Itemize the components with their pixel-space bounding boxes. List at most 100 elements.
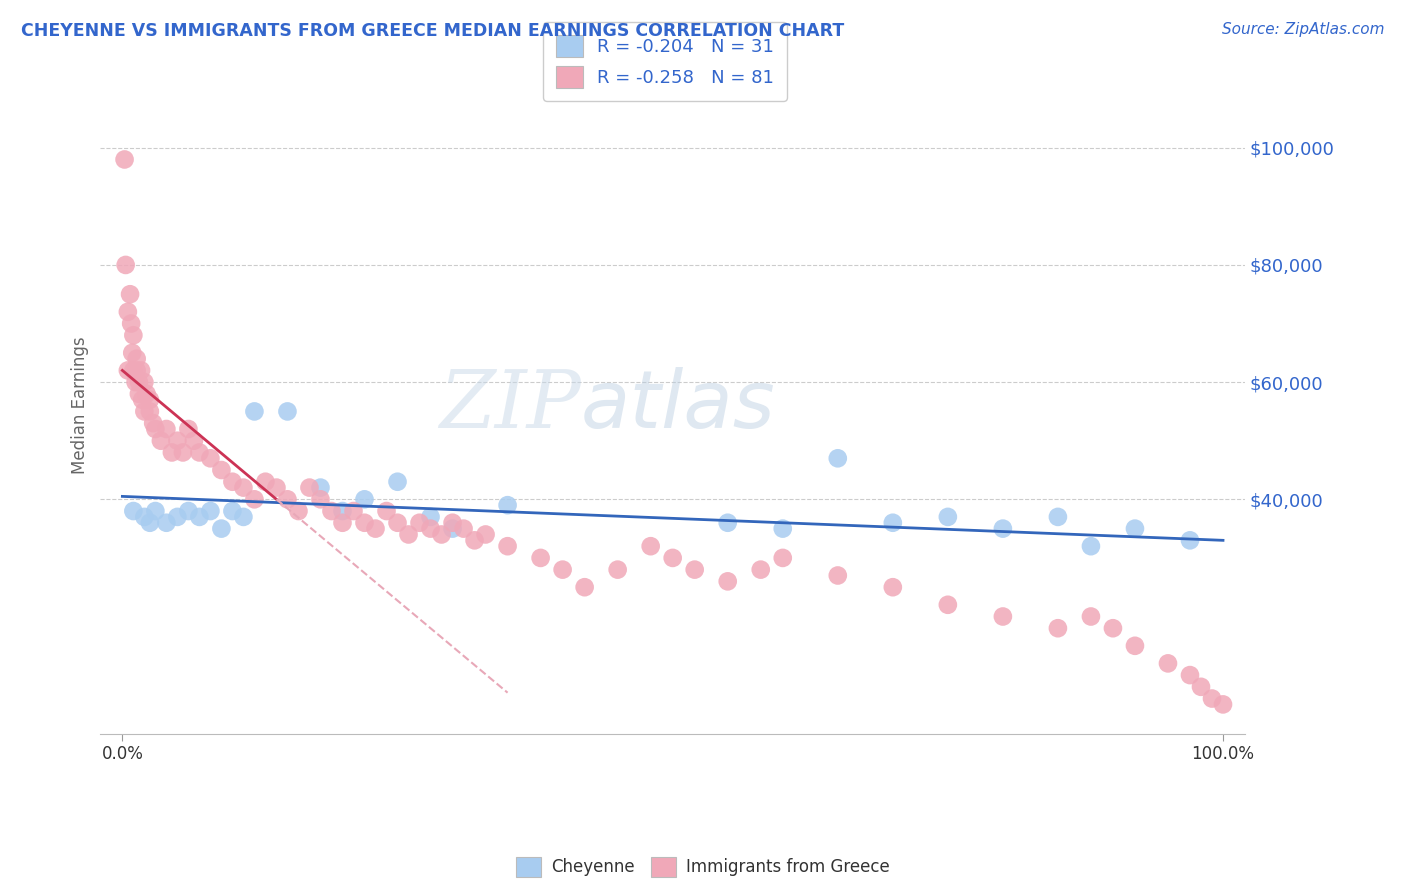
Point: [1046, 509, 1069, 524]
Point: [188, 509, 211, 524]
Point: [188, 445, 211, 459]
Point: [496, 498, 519, 512]
Point: [1157, 657, 1180, 671]
Point: [120, 317, 142, 331]
Point: [221, 504, 243, 518]
Point: [882, 580, 904, 594]
Point: [298, 481, 321, 495]
Point: [243, 492, 266, 507]
Point: [496, 539, 519, 553]
Point: [441, 522, 464, 536]
Point: [155, 422, 177, 436]
Point: [122, 363, 145, 377]
Point: [387, 475, 409, 489]
Point: [398, 527, 420, 541]
Point: [177, 504, 200, 518]
Point: [936, 509, 959, 524]
Point: [149, 434, 172, 448]
Point: [128, 387, 150, 401]
Point: [254, 475, 277, 489]
Point: [276, 404, 298, 418]
Point: [145, 422, 167, 436]
Point: [134, 509, 156, 524]
Point: [408, 516, 430, 530]
Point: [160, 445, 183, 459]
Point: [332, 516, 354, 530]
Point: [114, 258, 136, 272]
Point: [125, 351, 148, 366]
Point: [221, 475, 243, 489]
Point: [332, 504, 354, 518]
Point: [1201, 691, 1223, 706]
Point: [276, 492, 298, 507]
Point: [419, 522, 441, 536]
Point: [574, 580, 596, 594]
Point: [131, 392, 153, 407]
Point: [772, 550, 794, 565]
Point: [232, 509, 254, 524]
Point: [419, 509, 441, 524]
Point: [200, 504, 222, 518]
Point: [321, 504, 343, 518]
Point: [183, 434, 205, 448]
Point: [134, 404, 156, 418]
Point: [209, 522, 232, 536]
Point: [464, 533, 486, 548]
Point: [551, 563, 574, 577]
Point: [139, 404, 162, 418]
Point: [441, 516, 464, 530]
Point: [474, 527, 496, 541]
Point: [1080, 609, 1102, 624]
Legend: Cheyenne, Immigrants from Greece: Cheyenne, Immigrants from Greece: [509, 850, 897, 884]
Text: atlas: atlas: [581, 367, 776, 444]
Point: [1123, 639, 1146, 653]
Point: [266, 481, 288, 495]
Point: [1178, 533, 1201, 548]
Point: [1080, 539, 1102, 553]
Point: [1212, 698, 1234, 712]
Point: [309, 492, 332, 507]
Y-axis label: Median Earnings: Median Earnings: [72, 337, 89, 475]
Point: [166, 434, 188, 448]
Point: [375, 504, 398, 518]
Point: [717, 516, 740, 530]
Point: [342, 504, 364, 518]
Point: [114, 153, 136, 167]
Point: [882, 516, 904, 530]
Point: [200, 451, 222, 466]
Point: [287, 504, 309, 518]
Point: [1046, 621, 1069, 635]
Point: [309, 481, 332, 495]
Point: [172, 445, 194, 459]
Point: [1189, 680, 1212, 694]
Point: [827, 568, 849, 582]
Point: [364, 522, 387, 536]
Point: [1123, 522, 1146, 536]
Point: [139, 392, 162, 407]
Point: [125, 363, 148, 377]
Point: [661, 550, 683, 565]
Point: [117, 363, 139, 377]
Point: [145, 504, 167, 518]
Point: [142, 416, 165, 430]
Point: [177, 422, 200, 436]
Point: [717, 574, 740, 589]
Point: [232, 481, 254, 495]
Point: [1102, 621, 1125, 635]
Point: [243, 404, 266, 418]
Point: [135, 387, 157, 401]
Point: [155, 516, 177, 530]
Point: [530, 550, 553, 565]
Point: [122, 328, 145, 343]
Point: [166, 509, 188, 524]
Point: [606, 563, 628, 577]
Point: [139, 516, 162, 530]
Point: [453, 522, 475, 536]
Text: CHEYENNE VS IMMIGRANTS FROM GREECE MEDIAN EARNINGS CORRELATION CHART: CHEYENNE VS IMMIGRANTS FROM GREECE MEDIA…: [21, 22, 845, 40]
Point: [683, 563, 706, 577]
Point: [640, 539, 662, 553]
Point: [128, 375, 150, 389]
Point: [353, 516, 375, 530]
Point: [827, 451, 849, 466]
Point: [387, 516, 409, 530]
